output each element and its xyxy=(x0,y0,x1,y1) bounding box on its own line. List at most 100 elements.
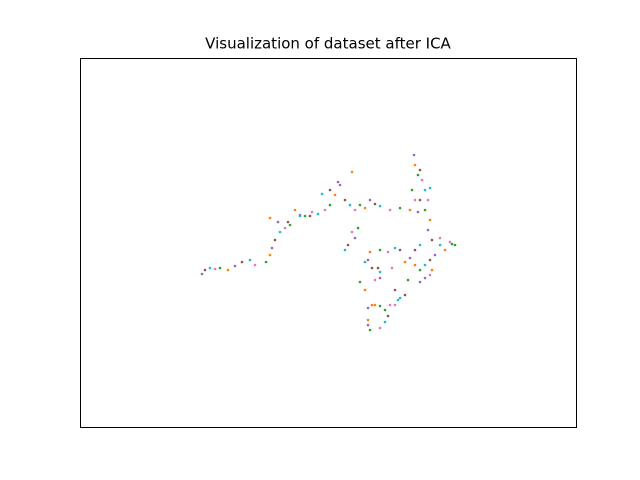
point xyxy=(298,214,302,218)
point xyxy=(273,238,277,242)
point xyxy=(373,278,377,282)
point xyxy=(270,246,274,250)
point xyxy=(366,258,370,262)
point xyxy=(383,320,387,324)
point xyxy=(288,223,292,227)
point xyxy=(363,288,367,292)
point xyxy=(378,276,382,280)
point xyxy=(286,220,290,224)
point xyxy=(350,170,354,174)
point xyxy=(208,266,212,270)
point xyxy=(328,203,332,207)
point xyxy=(416,173,420,177)
point xyxy=(213,267,217,271)
point xyxy=(316,212,320,216)
point xyxy=(368,198,372,202)
point xyxy=(203,268,207,272)
point xyxy=(426,198,430,202)
point xyxy=(370,303,374,307)
point xyxy=(248,258,252,262)
point xyxy=(413,198,417,202)
plot-frame xyxy=(80,58,577,428)
point xyxy=(293,208,297,212)
point xyxy=(240,260,244,264)
point xyxy=(310,210,314,214)
point xyxy=(438,236,442,240)
point xyxy=(358,280,362,284)
point xyxy=(428,186,432,190)
point xyxy=(320,192,324,196)
point xyxy=(423,208,427,212)
point xyxy=(376,266,380,270)
point xyxy=(408,208,412,212)
point xyxy=(390,266,394,270)
point xyxy=(363,260,367,264)
chart-title: Visualization of dataset after ICA xyxy=(205,35,451,53)
point xyxy=(368,328,372,332)
point xyxy=(373,303,377,307)
point xyxy=(398,248,402,252)
point xyxy=(386,314,390,318)
point xyxy=(443,248,447,252)
point xyxy=(388,208,392,212)
point xyxy=(448,240,452,244)
point xyxy=(410,188,414,192)
point xyxy=(333,193,337,197)
point xyxy=(366,318,370,322)
point xyxy=(430,238,434,242)
point xyxy=(338,183,342,187)
point xyxy=(366,323,370,327)
point xyxy=(363,206,367,210)
point xyxy=(353,208,357,212)
point xyxy=(323,208,327,212)
point xyxy=(378,248,382,252)
point xyxy=(423,188,427,192)
point xyxy=(336,180,340,184)
point xyxy=(423,263,427,267)
point xyxy=(283,226,287,230)
point xyxy=(428,258,432,262)
point xyxy=(383,308,387,312)
point xyxy=(343,198,347,202)
point xyxy=(253,263,257,267)
point xyxy=(450,242,454,246)
point xyxy=(428,218,432,222)
point xyxy=(438,243,442,247)
point xyxy=(308,214,312,218)
point xyxy=(418,168,422,172)
point xyxy=(398,296,402,300)
point xyxy=(353,236,357,240)
point xyxy=(226,268,230,272)
point xyxy=(233,264,237,268)
point xyxy=(403,293,407,297)
point xyxy=(328,188,332,192)
point xyxy=(200,272,204,276)
point xyxy=(368,250,372,254)
point xyxy=(264,260,268,264)
point xyxy=(393,246,397,250)
point xyxy=(348,203,352,207)
point xyxy=(343,248,347,252)
point xyxy=(386,250,390,254)
point xyxy=(413,163,417,167)
point xyxy=(393,303,397,307)
point xyxy=(408,256,412,260)
point xyxy=(412,153,416,157)
point xyxy=(276,220,280,224)
point xyxy=(426,228,430,232)
point xyxy=(350,230,354,234)
point xyxy=(413,248,417,252)
point xyxy=(356,226,360,230)
point xyxy=(278,230,282,234)
point xyxy=(268,216,272,220)
point xyxy=(416,210,420,214)
point xyxy=(268,253,272,257)
point xyxy=(423,276,427,280)
point xyxy=(393,288,397,292)
point xyxy=(378,204,382,208)
point xyxy=(378,270,382,274)
point xyxy=(420,178,424,182)
